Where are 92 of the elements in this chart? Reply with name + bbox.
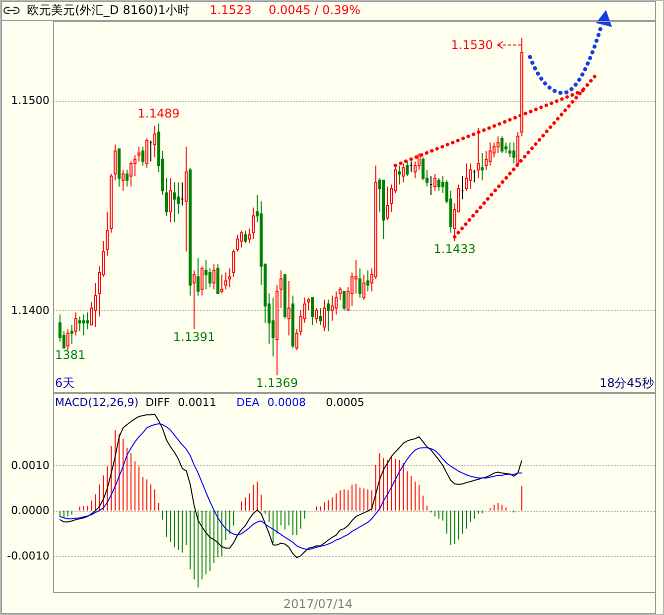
candlestick	[74, 312, 78, 336]
text: 2017/07/14	[283, 597, 353, 611]
candlestick	[240, 230, 244, 248]
chart-title: MACD(12,26,9)	[55, 396, 139, 410]
candlestick	[165, 178, 168, 216]
candlestick	[386, 186, 390, 221]
candlestick	[252, 207, 255, 240]
candlestick	[350, 272, 354, 307]
candlestick	[141, 146, 144, 166]
candlestick	[496, 136, 500, 154]
candlestick	[504, 142, 508, 154]
annotation: 0.0008	[267, 396, 306, 410]
candlestick	[176, 182, 180, 214]
chart-title: 欧元美元(外汇_D 8160)1小时	[27, 3, 190, 17]
candlestick	[468, 163, 472, 190]
candlestick	[398, 165, 401, 185]
candlestick	[212, 264, 216, 290]
candlestick	[232, 248, 236, 278]
y-tick-label: 0.0010	[11, 458, 50, 472]
y-tick-label: 0.0000	[11, 504, 50, 518]
candlestick	[322, 299, 326, 332]
candlestick	[406, 160, 409, 177]
candlestick	[236, 234, 240, 252]
candlestick	[133, 154, 136, 177]
candlestick	[94, 282, 97, 328]
annotation: 1.1369	[256, 376, 298, 390]
candlestick	[224, 272, 228, 290]
candlestick	[464, 163, 468, 192]
candlestick	[326, 299, 330, 332]
candlestick	[126, 169, 129, 188]
candlestick	[342, 290, 346, 311]
candlestick	[145, 138, 148, 168]
candlestick	[192, 270, 196, 330]
candlestick	[488, 142, 492, 166]
text: 0.0045 / 0.39%	[268, 3, 360, 17]
annotation: 1.1489	[138, 106, 180, 121]
candlestick	[279, 270, 282, 309]
annotation: 18分45秒	[599, 376, 654, 390]
candlestick	[66, 328, 70, 351]
candlestick	[358, 268, 362, 298]
candlestick	[338, 286, 342, 300]
candlestick	[168, 178, 172, 223]
annotation: 6天	[55, 376, 75, 390]
candlestick	[200, 266, 204, 296]
candlestick	[330, 295, 334, 322]
candlestick	[78, 316, 82, 332]
candlestick	[307, 297, 310, 311]
candlestick	[248, 228, 251, 244]
annotation: 0.0005	[326, 396, 364, 410]
candlestick	[153, 125, 156, 158]
candlestick	[137, 146, 140, 162]
candlestick	[484, 150, 488, 170]
annotation: 1.1391	[173, 330, 216, 344]
candlestick	[208, 268, 212, 288]
candlestick	[512, 142, 516, 164]
candlestick	[130, 160, 133, 188]
annotation: 1381	[55, 348, 86, 362]
candlestick	[480, 152, 484, 181]
candlestick	[433, 174, 436, 192]
series-label: DIFF	[146, 396, 170, 410]
candlestick	[492, 142, 496, 158]
candlestick	[204, 259, 208, 290]
candlestick	[366, 270, 370, 292]
candlestick	[82, 314, 86, 336]
candlestick	[172, 182, 176, 223]
candlestick	[318, 308, 322, 326]
y-tick-label: -0.0010	[7, 549, 50, 562]
candlestick	[272, 297, 275, 357]
text: 1.1523	[210, 3, 252, 17]
candlestick	[220, 274, 224, 294]
candlestick	[86, 312, 90, 330]
candlestick	[228, 268, 232, 288]
y-tick-label: 1.1500	[11, 94, 50, 108]
y-tick-label: 1.1400	[11, 304, 50, 317]
candlestick	[362, 274, 366, 300]
text: DEA	[236, 396, 260, 410]
candlestick	[70, 324, 74, 344]
candlestick	[422, 156, 425, 181]
candlestick	[508, 142, 512, 158]
annotation: 0.0011	[178, 396, 216, 410]
candlestick	[315, 308, 318, 324]
candlestick	[244, 230, 247, 244]
candlestick	[354, 259, 358, 294]
candlestick	[196, 257, 200, 296]
annotation: 1.1433	[434, 242, 476, 256]
candlestick	[311, 297, 314, 326]
candlestick	[287, 280, 290, 336]
annotation: 1.1530	[451, 38, 493, 52]
candlestick	[122, 169, 125, 192]
candlestick	[106, 211, 109, 256]
candlestick	[437, 178, 440, 192]
candlestick	[500, 136, 504, 154]
